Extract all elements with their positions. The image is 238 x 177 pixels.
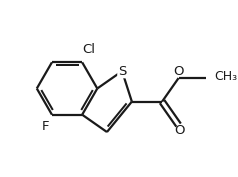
Text: Cl: Cl	[83, 43, 95, 56]
Text: S: S	[118, 65, 126, 78]
Text: O: O	[174, 124, 185, 138]
Text: O: O	[173, 65, 184, 78]
Text: F: F	[42, 120, 49, 133]
Text: CH₃: CH₃	[215, 70, 238, 83]
